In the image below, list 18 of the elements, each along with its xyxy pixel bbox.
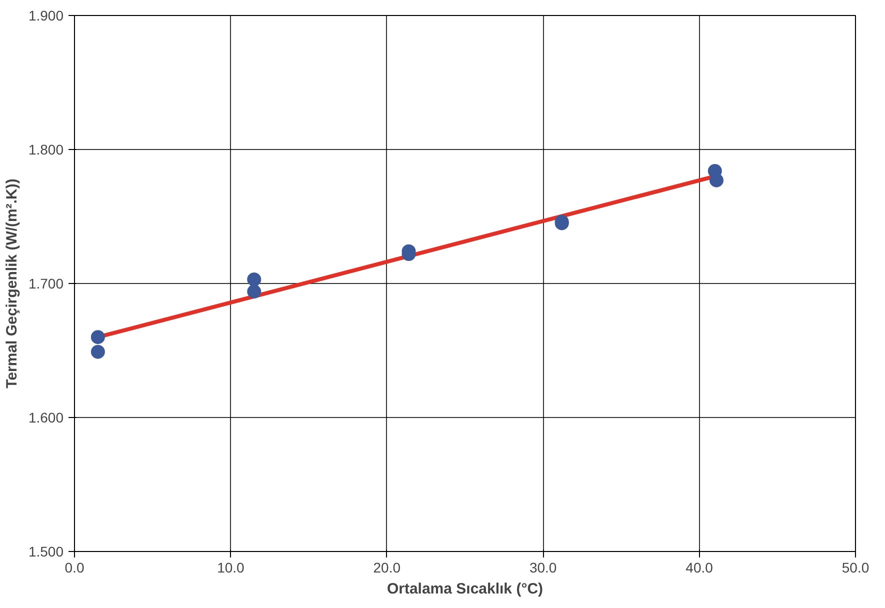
x-axis-title: Ortalama Sıcaklık (°C)	[386, 580, 544, 598]
x-tick-label: 30.0	[529, 560, 557, 576]
point	[247, 284, 262, 299]
point	[247, 272, 262, 286]
point	[90, 330, 105, 344]
x-tick-label: 40.0	[686, 560, 714, 576]
y-tick-label: 1.900	[28, 8, 64, 24]
point	[90, 344, 105, 359]
y-tick-label: 1.800	[28, 142, 64, 158]
point	[709, 173, 724, 188]
x-tick-label: 20.0	[373, 560, 401, 576]
y-tick-label: 1.500	[28, 544, 64, 560]
y-axis-title: Termal Geçirgenlik (W/(m².K))	[3, 178, 20, 388]
x-tick-label: 0.0	[64, 560, 84, 576]
y-tick-label: 1.600	[28, 410, 64, 426]
y-tick-label: 1.700	[28, 276, 64, 292]
x-tick-label: 10.0	[217, 560, 245, 576]
x-tick-label: 50.0	[842, 560, 870, 576]
